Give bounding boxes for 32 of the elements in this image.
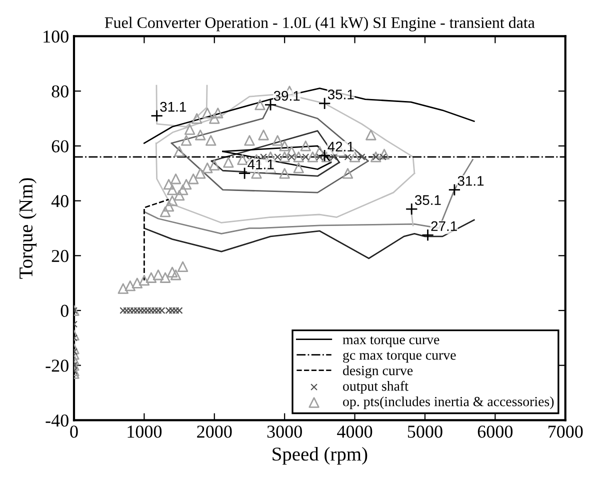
y-tick-label: -40 (46, 414, 68, 427)
y-tick-label: 20 (52, 250, 68, 262)
annotation: 39.1 (274, 90, 300, 101)
annotation: 35.1 (328, 90, 354, 100)
x-tick-label: 2000 (197, 426, 232, 438)
chart-title: Fuel Converter Operation - 1.0L (41 kW) SI Engine - transient data (104, 16, 535, 32)
annotation: 41.1 (248, 160, 274, 170)
x-tick-label: 0 (70, 426, 78, 438)
legend-label: design curve (343, 365, 413, 378)
x-axis-title: Speed (rpm) (272, 447, 368, 465)
x-tick-label: 3000 (267, 426, 302, 438)
annotation: 31.1 (160, 102, 186, 112)
y-tick-label: 60 (52, 140, 68, 152)
x-tick-label: 6000 (478, 426, 513, 438)
x-tick-label: 1000 (128, 426, 162, 438)
y-tick-label: 100 (44, 30, 68, 43)
x-tick-label: 5000 (408, 426, 442, 438)
x-tick-label: 7000 (548, 426, 583, 438)
annotation: 42.1 (328, 142, 354, 152)
legend-label: max torque curve (342, 336, 440, 348)
annotation: 27.1 (431, 221, 457, 231)
y-tick-label: 80 (52, 85, 68, 98)
y-tick-label: 0 (60, 304, 68, 317)
x-tick-label: 4000 (337, 426, 372, 438)
legend-label: gc max torque curve (343, 352, 456, 363)
legend-label: op. pts(includes inertia & accessories) (343, 396, 554, 410)
y-tick-label: -20 (46, 360, 68, 372)
y-tick-label: 40 (51, 195, 68, 208)
legend-label: output shaft (343, 380, 408, 394)
annotation: 35.1 (414, 195, 441, 205)
y-axis-title: Torque (Nm) (18, 178, 36, 279)
annotation: 31.1 (458, 176, 484, 186)
